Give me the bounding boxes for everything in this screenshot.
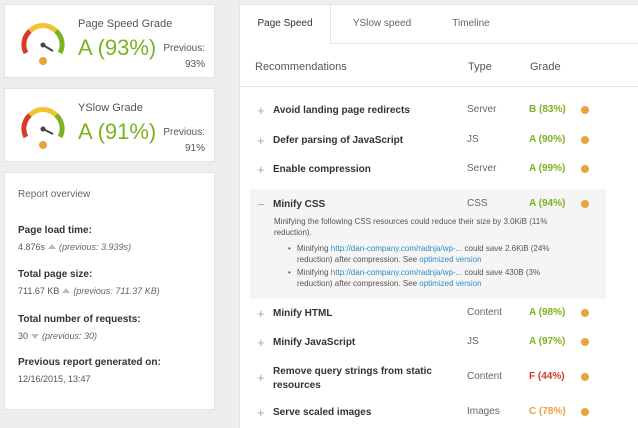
recommendation-type: Content	[467, 307, 503, 318]
tab-timeline[interactable]: Timeline	[452, 18, 490, 29]
report-overview-title: Report overview	[18, 189, 91, 200]
expand-icon[interactable]: +	[257, 103, 265, 118]
column-type: Type	[468, 61, 492, 73]
optimized-version-link[interactable]: optimized version	[419, 279, 482, 288]
previous-report-date-value: 12/16/2015, 13:47	[18, 374, 91, 384]
status-dot	[581, 338, 589, 346]
trend-up-icon	[62, 288, 71, 293]
previous-report-date: Previous report generated on: 12/16/2015…	[18, 357, 161, 384]
page-load-time-label: Page load time:	[18, 225, 92, 236]
yslow-previous: Previous: 91%	[163, 125, 205, 157]
trend-neutral-icon	[31, 334, 40, 339]
page-speed-gauge-icon	[21, 23, 65, 65]
list-item: Minifying http://dan-company.com/radnja/…	[288, 243, 562, 265]
page-speed-label: Page Speed Grade	[78, 18, 173, 30]
recommendation-name: Remove query strings from static resourc…	[273, 366, 432, 391]
recommendation-name: Serve scaled images	[273, 407, 372, 418]
page-load-time: Page load time: 4.876s (previous: 3.939s)	[18, 225, 131, 252]
total-page-size-value: 711.67 KB	[18, 286, 60, 296]
resource-link[interactable]: http://dan-company.com/radnja/wp-...	[330, 268, 463, 277]
recommendation-name: Defer parsing of JavaScript	[273, 135, 404, 146]
recommendation-type: Server	[467, 163, 497, 174]
expand-icon[interactable]: +	[257, 133, 265, 148]
recommendation-name: Enable compression	[273, 164, 371, 175]
previous-label: Previous:	[163, 127, 205, 138]
status-dot	[581, 373, 589, 381]
expand-icon[interactable]: +	[257, 370, 265, 385]
optimized-version-link[interactable]: optimized version	[419, 255, 482, 264]
total-page-size-label: Total page size:	[18, 269, 93, 280]
total-requests-value-row: 30 (previous: 30)	[18, 331, 141, 341]
recommendation-name: Minify CSS	[273, 199, 326, 210]
collapse-icon[interactable]: −	[257, 197, 265, 212]
status-dot	[581, 165, 589, 173]
report-overview-card: Report overview Page load time: 4.876s (p…	[4, 172, 215, 410]
recommendation-grade: A (90%)	[529, 134, 566, 145]
status-dot	[581, 136, 589, 144]
column-grade: Grade	[530, 61, 561, 73]
previous-value: 93%	[184, 59, 205, 70]
status-dot	[581, 408, 589, 416]
resource-link[interactable]: http://dan-company.com/radnja/wp-...	[330, 244, 463, 253]
yslow-gauge-icon	[21, 107, 65, 149]
list-item: Minifying http://dan-company.com/radnja/…	[288, 267, 562, 289]
page-speed-grade-card: Page Speed Grade A (93%) Previous: 93%	[4, 4, 215, 78]
recommendation-grade: C (78%)	[529, 406, 566, 417]
recommendation-grade: A (94%)	[529, 198, 566, 209]
recommendation-grade: F (44%)	[529, 371, 565, 382]
recommendation-type: Content	[467, 371, 503, 382]
yslow-label: YSlow Grade	[78, 102, 143, 114]
recommendation-type: Server	[467, 104, 497, 115]
previous-report-date-label: Previous report generated on:	[18, 357, 161, 368]
item-prefix: Minifying	[297, 244, 331, 253]
status-dot	[581, 106, 589, 114]
total-page-size: Total page size: 711.67 KB (previous: 711…	[18, 269, 160, 296]
previous-value: 91%	[184, 143, 205, 154]
table-header: Recommendations Type Grade	[240, 50, 638, 87]
recommendations-panel: Page Speed YSlow speed Timeline Recommen…	[239, 4, 638, 428]
total-page-size-value-row: 711.67 KB (previous: 711.37 KB)	[18, 286, 160, 296]
status-dot	[581, 200, 589, 208]
yslow-grade: A (91%)	[78, 119, 157, 144]
recommendation-name: Minify HTML	[273, 308, 333, 319]
column-recommendations: Recommendations	[255, 61, 347, 73]
total-page-size-previous: (previous: 711.37 KB)	[73, 286, 160, 296]
status-dot	[581, 309, 589, 317]
expand-icon[interactable]: +	[257, 306, 265, 321]
recommendation-name: Avoid landing page redirects	[273, 105, 410, 116]
recommendation-type: Images	[467, 406, 500, 417]
expanded-recommendation: − Minify CSS CSS A (94%) Minifying the f…	[250, 189, 606, 299]
recommendation-grade: A (97%)	[529, 336, 566, 347]
recommendation-grade: B (83%)	[529, 104, 566, 115]
recommendation-type: JS	[467, 336, 479, 347]
page-speed-previous: Previous: 93%	[163, 41, 205, 73]
recommendation-type: JS	[467, 134, 479, 145]
recommendation-description: Minifying the following CSS resources co…	[274, 217, 548, 237]
item-suffix: could save 2.6KiB (24% reduction) after …	[297, 244, 550, 264]
tab-page-speed[interactable]: Page Speed	[240, 5, 331, 44]
tab-yslow-speed[interactable]: YSlow speed	[352, 18, 412, 29]
page-load-time-previous: (previous: 3.939s)	[59, 242, 132, 252]
trend-up-icon	[48, 244, 57, 249]
total-requests-label: Total number of requests:	[18, 314, 141, 325]
page-speed-grade: A (93%)	[78, 35, 157, 60]
recommendation-grade: A (99%)	[529, 163, 566, 174]
page-load-time-value: 4.876s	[18, 242, 46, 252]
tab-bar: Page Speed YSlow speed Timeline	[240, 5, 638, 44]
recommendation-grade: A (98%)	[529, 307, 566, 318]
total-requests: Total number of requests: 30 (previous: 3…	[18, 314, 141, 341]
previous-label: Previous:	[163, 43, 205, 54]
total-requests-previous: (previous: 30)	[42, 331, 98, 341]
item-suffix: could save 430B (3% reduction) after com…	[297, 268, 541, 288]
expand-icon[interactable]: +	[257, 162, 265, 177]
page-load-time-value-row: 4.876s (previous: 3.939s)	[18, 242, 131, 252]
expand-icon[interactable]: +	[257, 405, 265, 420]
total-requests-value: 30	[18, 331, 29, 341]
recommendation-type: CSS	[467, 198, 488, 209]
yslow-grade-card: YSlow Grade A (91%) Previous: 91%	[4, 88, 215, 162]
expand-icon[interactable]: +	[257, 335, 265, 350]
recommendation-name: Minify JavaScript	[273, 337, 356, 348]
item-prefix: Minifying	[297, 268, 331, 277]
